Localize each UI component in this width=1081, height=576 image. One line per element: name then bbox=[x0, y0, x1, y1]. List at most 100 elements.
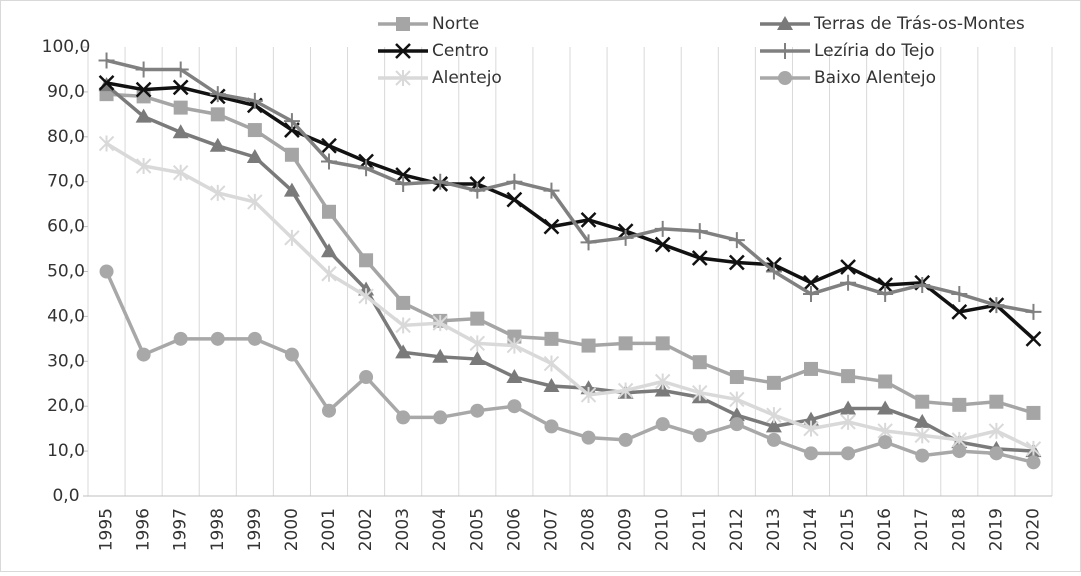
marker bbox=[840, 413, 856, 430]
marker bbox=[580, 234, 597, 251]
series-line bbox=[106, 81, 1035, 341]
marker bbox=[209, 86, 226, 103]
marker bbox=[396, 17, 410, 31]
y-tick-label: 10,0 bbox=[47, 441, 85, 461]
marker bbox=[135, 61, 152, 78]
marker bbox=[284, 347, 299, 362]
x-tick-label: 2003 bbox=[393, 508, 413, 551]
x-tick-label: 2016 bbox=[875, 508, 895, 551]
marker bbox=[654, 220, 671, 237]
marker bbox=[136, 347, 151, 362]
marker bbox=[432, 173, 449, 190]
marker bbox=[729, 417, 744, 432]
marker bbox=[359, 370, 374, 385]
marker bbox=[654, 236, 671, 253]
marker bbox=[321, 265, 337, 282]
marker bbox=[322, 204, 336, 219]
x-tick-label: 2019 bbox=[986, 508, 1006, 551]
marker bbox=[1026, 455, 1041, 470]
marker bbox=[728, 232, 745, 249]
marker bbox=[655, 417, 670, 432]
x-tick-label: 2013 bbox=[764, 508, 784, 551]
x-tick-label: 1999 bbox=[245, 508, 265, 551]
marker bbox=[543, 377, 560, 392]
marker bbox=[691, 223, 708, 240]
marker bbox=[135, 108, 152, 123]
marker bbox=[778, 71, 792, 85]
marker bbox=[396, 410, 411, 425]
marker bbox=[692, 355, 707, 370]
marker bbox=[914, 427, 930, 444]
legend-entry: Lezíria do Tejo bbox=[760, 41, 935, 61]
marker bbox=[952, 444, 967, 459]
marker bbox=[98, 135, 115, 152]
series bbox=[99, 264, 1041, 470]
y-tick-label: 100,0 bbox=[42, 37, 91, 57]
x-tick-label: 2006 bbox=[504, 508, 524, 551]
marker bbox=[1025, 303, 1042, 320]
marker bbox=[469, 335, 486, 352]
marker bbox=[951, 285, 968, 302]
marker bbox=[618, 336, 633, 351]
marker bbox=[544, 331, 559, 346]
y-tick-label: 50,0 bbox=[47, 262, 85, 282]
marker bbox=[915, 394, 930, 409]
marker bbox=[692, 428, 707, 443]
y-tick-label: 90,0 bbox=[47, 82, 85, 102]
marker bbox=[617, 382, 634, 399]
marker bbox=[507, 329, 522, 344]
x-tick-label: 2009 bbox=[616, 508, 636, 551]
marker bbox=[765, 418, 782, 433]
y-tick-label: 40,0 bbox=[47, 306, 85, 326]
marker bbox=[544, 419, 559, 434]
marker bbox=[283, 182, 300, 197]
x-tick-label: 2007 bbox=[541, 508, 561, 551]
y-tick-label: 0,0 bbox=[52, 486, 79, 506]
series bbox=[98, 135, 1042, 457]
x-tick-label: 2000 bbox=[282, 508, 302, 551]
marker bbox=[99, 264, 114, 279]
marker bbox=[878, 435, 893, 450]
marker bbox=[692, 384, 708, 401]
marker bbox=[506, 369, 523, 384]
legend-entry: Baixo Alentejo bbox=[760, 68, 936, 88]
marker bbox=[915, 448, 930, 463]
marker bbox=[432, 348, 449, 363]
series bbox=[98, 52, 1042, 320]
marker bbox=[728, 407, 745, 422]
marker bbox=[246, 92, 263, 109]
marker bbox=[765, 263, 782, 280]
marker bbox=[803, 420, 819, 437]
marker bbox=[470, 403, 485, 418]
x-tick-label: 2004 bbox=[430, 508, 450, 551]
marker bbox=[989, 446, 1004, 461]
marker bbox=[988, 422, 1005, 439]
x-tick-label: 2001 bbox=[319, 508, 339, 551]
marker bbox=[247, 331, 262, 346]
marker bbox=[321, 137, 337, 154]
marker bbox=[469, 182, 486, 199]
marker bbox=[803, 411, 819, 426]
marker bbox=[988, 297, 1005, 314]
marker bbox=[173, 100, 188, 115]
marker bbox=[543, 182, 560, 199]
legend-label: Lezíria do Tejo bbox=[814, 41, 935, 61]
marker bbox=[210, 331, 225, 346]
x-tick-label: 2020 bbox=[1023, 508, 1043, 551]
legend-entry: Terras de Trás-os-Montes bbox=[760, 14, 1025, 34]
marker bbox=[804, 446, 818, 461]
marker bbox=[284, 229, 300, 246]
marker bbox=[803, 274, 819, 291]
y-tick-label: 70,0 bbox=[47, 172, 85, 192]
legend-label: Centro bbox=[432, 41, 489, 61]
legend-entry: Centro bbox=[378, 41, 489, 61]
x-tick-label: 1996 bbox=[134, 508, 154, 551]
marker bbox=[98, 52, 115, 69]
marker bbox=[804, 361, 818, 376]
marker bbox=[543, 218, 560, 235]
x-tick-label: 2011 bbox=[690, 508, 710, 551]
marker bbox=[506, 191, 523, 208]
x-tick-label: 1997 bbox=[171, 508, 191, 551]
